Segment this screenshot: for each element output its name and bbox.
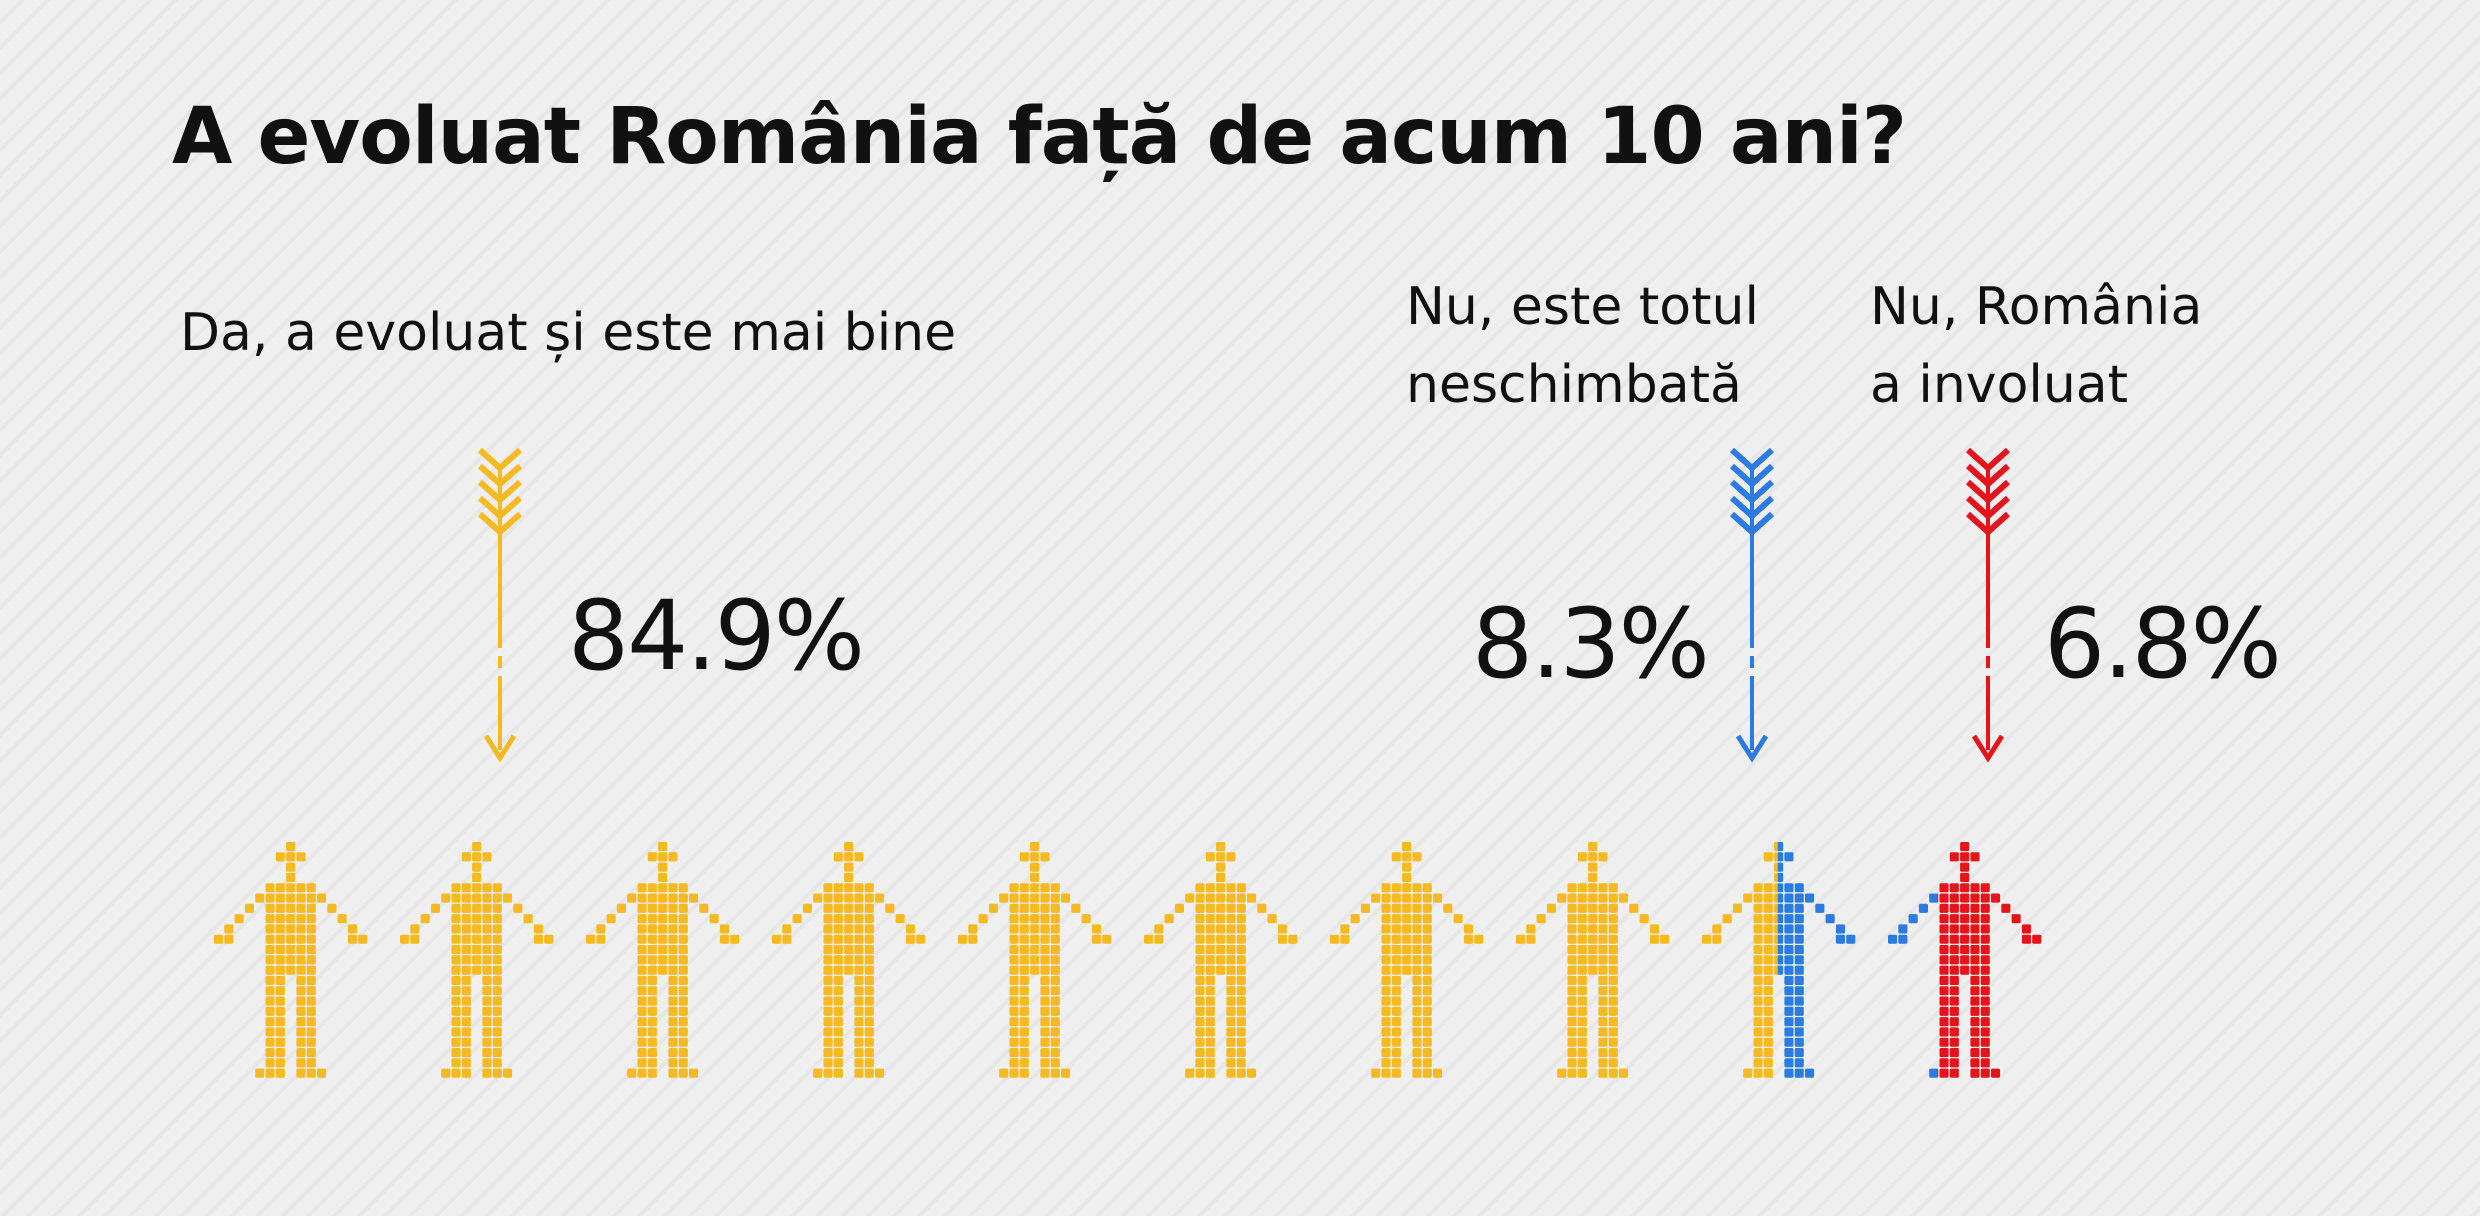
figure-segment-evolved	[1702, 842, 1778, 1078]
person-figure	[958, 842, 1112, 1078]
arrow-regressed	[1965, 447, 2011, 763]
person-figure	[1144, 842, 1298, 1078]
figure-segment-regressed	[1937, 842, 2042, 1078]
label-evolved: Da, a evoluat și este mai bine	[180, 294, 956, 372]
arrow-unchanged	[1729, 447, 1775, 763]
person-figure	[1330, 842, 1484, 1078]
value-label-regressed: 6.8%	[2044, 588, 2282, 700]
person-figure	[772, 842, 926, 1078]
label-unchanged-line-2: neschimbată	[1406, 355, 1742, 415]
label-regressed: Nu, România a involuat	[1870, 268, 2202, 424]
person-figure	[400, 842, 554, 1078]
label-evolved-line-1: Da, a evoluat și este mai bine	[180, 303, 957, 363]
figure-segment-evolved	[586, 842, 740, 1078]
figure-segment-unchanged	[1888, 893, 1938, 1078]
figure-segment-evolved	[400, 842, 554, 1078]
person-figure	[586, 842, 740, 1078]
figure-segment-evolved	[214, 842, 368, 1078]
label-unchanged: Nu, este totul neschimbată	[1406, 268, 1759, 424]
figure-segment-evolved	[1330, 842, 1484, 1078]
person-figure	[214, 842, 368, 1078]
figure-segment-evolved	[1516, 842, 1670, 1078]
chart-title: A evoluat România față de acum 10 ani?	[172, 92, 1907, 182]
label-regressed-line-1: Nu, România	[1870, 277, 2203, 337]
person-figure	[1702, 842, 1856, 1078]
value-label-unchanged: 8.3%	[1472, 588, 1710, 700]
figure-segment-unchanged	[1777, 842, 1856, 1078]
figure-segment-evolved	[958, 842, 1112, 1078]
person-figure	[1516, 842, 1670, 1078]
person-figure	[1888, 842, 2042, 1078]
label-regressed-line-2: a involuat	[1870, 355, 2129, 415]
value-label-evolved: 84.9%	[568, 580, 865, 692]
arrow-evolved	[477, 447, 523, 763]
label-unchanged-line-1: Nu, este totul	[1406, 277, 1759, 337]
figure-segment-evolved	[772, 842, 926, 1078]
figure-segment-evolved	[1144, 842, 1298, 1078]
